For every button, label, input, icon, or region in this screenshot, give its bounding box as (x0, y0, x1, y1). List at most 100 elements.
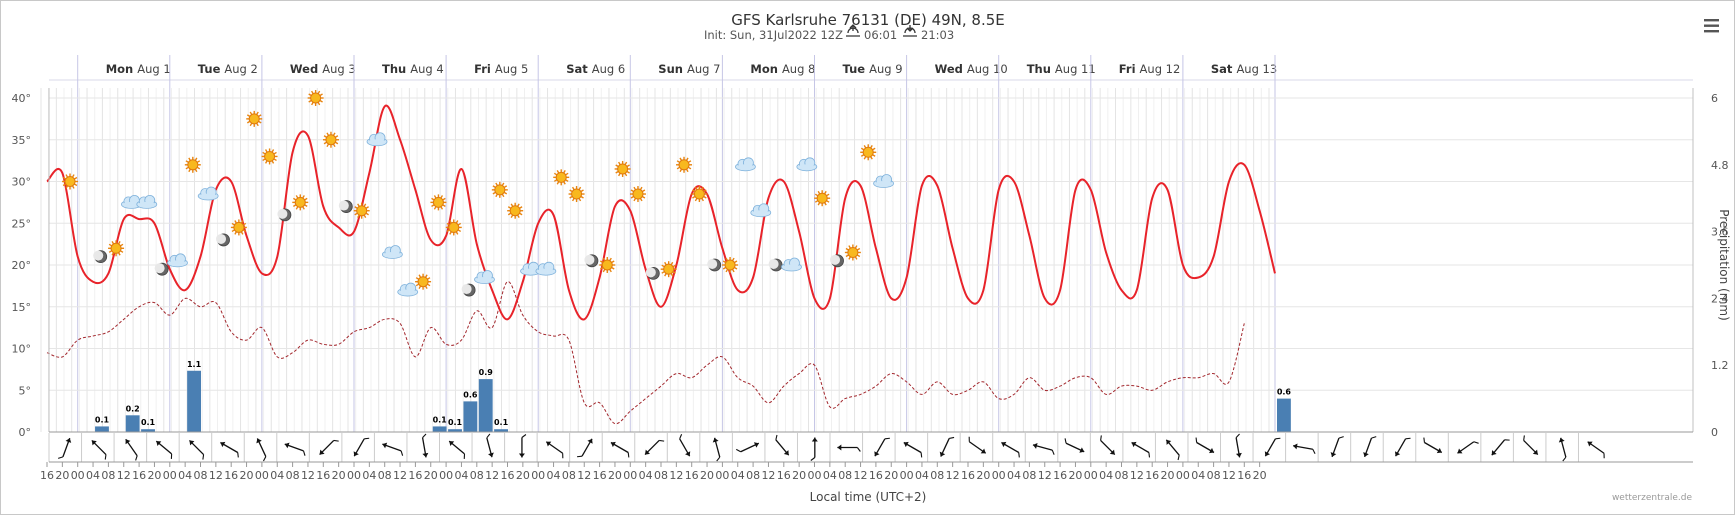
wind-arrowhead (256, 438, 262, 444)
precip-bar-label: 0.6 (463, 390, 478, 399)
wind-feather (1523, 435, 1525, 441)
x-tick-label: 20 (55, 469, 69, 482)
wind-barb-icon (810, 437, 818, 461)
wind-barb-icon (1100, 435, 1116, 456)
sun-disc (325, 134, 337, 146)
wind-arrowhead (712, 437, 719, 443)
sun-disc (678, 159, 690, 171)
x-tick-label: 20 (884, 469, 898, 482)
x-tick-label: 16 (961, 469, 975, 482)
sun-ray (492, 191, 496, 195)
precip-bar (125, 415, 140, 432)
day-date: Aug 9 (869, 62, 902, 76)
sun-ray (431, 197, 435, 201)
wind-arrowhead (1330, 452, 1337, 457)
x-tick-label: 20 (424, 469, 438, 482)
cloud-fill (122, 201, 141, 208)
wind-feather (400, 450, 404, 456)
sun-ray (854, 256, 858, 260)
hamburger-menu-icon[interactable] (1704, 18, 1720, 34)
sun-ray (258, 114, 262, 117)
sun-ray (457, 229, 462, 233)
x-tick-label: 04 (823, 469, 837, 482)
wind-feather (237, 452, 239, 458)
y-tick-right: 0 (1711, 426, 1718, 439)
wind-arrowhead (1109, 449, 1115, 455)
y-tick-left: 35° (12, 134, 32, 147)
wind-barb-icon (1330, 436, 1344, 458)
wind-feather (463, 453, 466, 459)
sun-icon (184, 156, 201, 173)
sun-ray (664, 261, 667, 266)
sun-icon (507, 202, 524, 219)
x-tick-label: 08 (101, 469, 115, 482)
cloud-icon (474, 270, 495, 284)
weather-icons (62, 90, 894, 297)
y-tick-left: 15° (12, 301, 32, 314)
credit-link[interactable]: wetterzentrale.de (1612, 493, 1693, 503)
sun-icon (814, 190, 831, 207)
x-tick-label: 20 (976, 469, 990, 482)
day-of-week: Fri (1119, 62, 1140, 76)
chart-subtitle: Init: Sun, 31Jul2022 12Z 06:01 21:03 (704, 24, 954, 42)
wind-feather (364, 437, 370, 440)
wind-arrowhead (1491, 450, 1497, 456)
x-tick-label: 00 (163, 469, 177, 482)
moon-light (154, 263, 165, 274)
day-label: Tue Aug 9 (843, 62, 903, 76)
wind-arrowhead (422, 452, 429, 458)
cloud-fill (797, 164, 816, 171)
sun-icon (415, 273, 432, 290)
x-tick-label: 00 (715, 469, 729, 482)
wind-feather (422, 433, 427, 439)
sun-disc (816, 192, 828, 204)
wind-arrowhead (753, 442, 759, 448)
sun-ray (848, 256, 851, 260)
sun-icon (322, 131, 339, 148)
x-tick-label: 00 (71, 469, 85, 482)
day-of-week: Sat (1211, 62, 1237, 76)
x-tick-label: 00 (255, 469, 269, 482)
sun-ray (418, 285, 422, 289)
wind-barb-icon (1292, 443, 1316, 454)
sun-disc (693, 188, 705, 200)
x-tick-label: 00 (347, 469, 361, 482)
moon-icon (645, 266, 660, 280)
x-tick-label: 04 (1007, 469, 1021, 482)
wind-barb-icon (610, 441, 630, 458)
x-tick-label: 12 (854, 469, 868, 482)
sun-ray (354, 212, 358, 216)
cloud-icon (735, 157, 756, 172)
sun-ray (446, 222, 450, 226)
sun-ray (609, 268, 612, 273)
x-tick-label: 08 (746, 469, 760, 482)
x-tick-label: 04 (454, 469, 468, 482)
wind-feather (1473, 441, 1479, 444)
wind-barb-icon (1423, 437, 1443, 454)
wind-feather (1051, 449, 1055, 455)
sun-icon (722, 257, 739, 273)
sun-icon (553, 169, 570, 186)
moon-icon (584, 254, 599, 268)
wind-arrowhead (811, 437, 818, 442)
sun-icon (307, 90, 324, 106)
wind-arrowhead (546, 441, 552, 447)
sun-ray (365, 212, 369, 216)
wind-barb-icon (1235, 433, 1242, 458)
cloud-fill (736, 164, 755, 171)
sun-ray (273, 151, 277, 155)
wind-feather (486, 433, 491, 439)
precip-bar (95, 426, 109, 432)
sun-disc (601, 259, 613, 271)
wind-arrowhead (1394, 451, 1401, 457)
precip-bar (494, 429, 508, 432)
wind-feather (659, 439, 665, 442)
moon-icon (768, 258, 783, 272)
wind-arrowhead (125, 439, 131, 445)
cloud-icon (796, 157, 818, 172)
wind-arrowhead (645, 449, 650, 455)
x-tick-label: 12 (761, 469, 775, 482)
wind-arrowhead (685, 451, 691, 457)
sun-icon (261, 148, 278, 165)
sun-ray (308, 93, 312, 97)
